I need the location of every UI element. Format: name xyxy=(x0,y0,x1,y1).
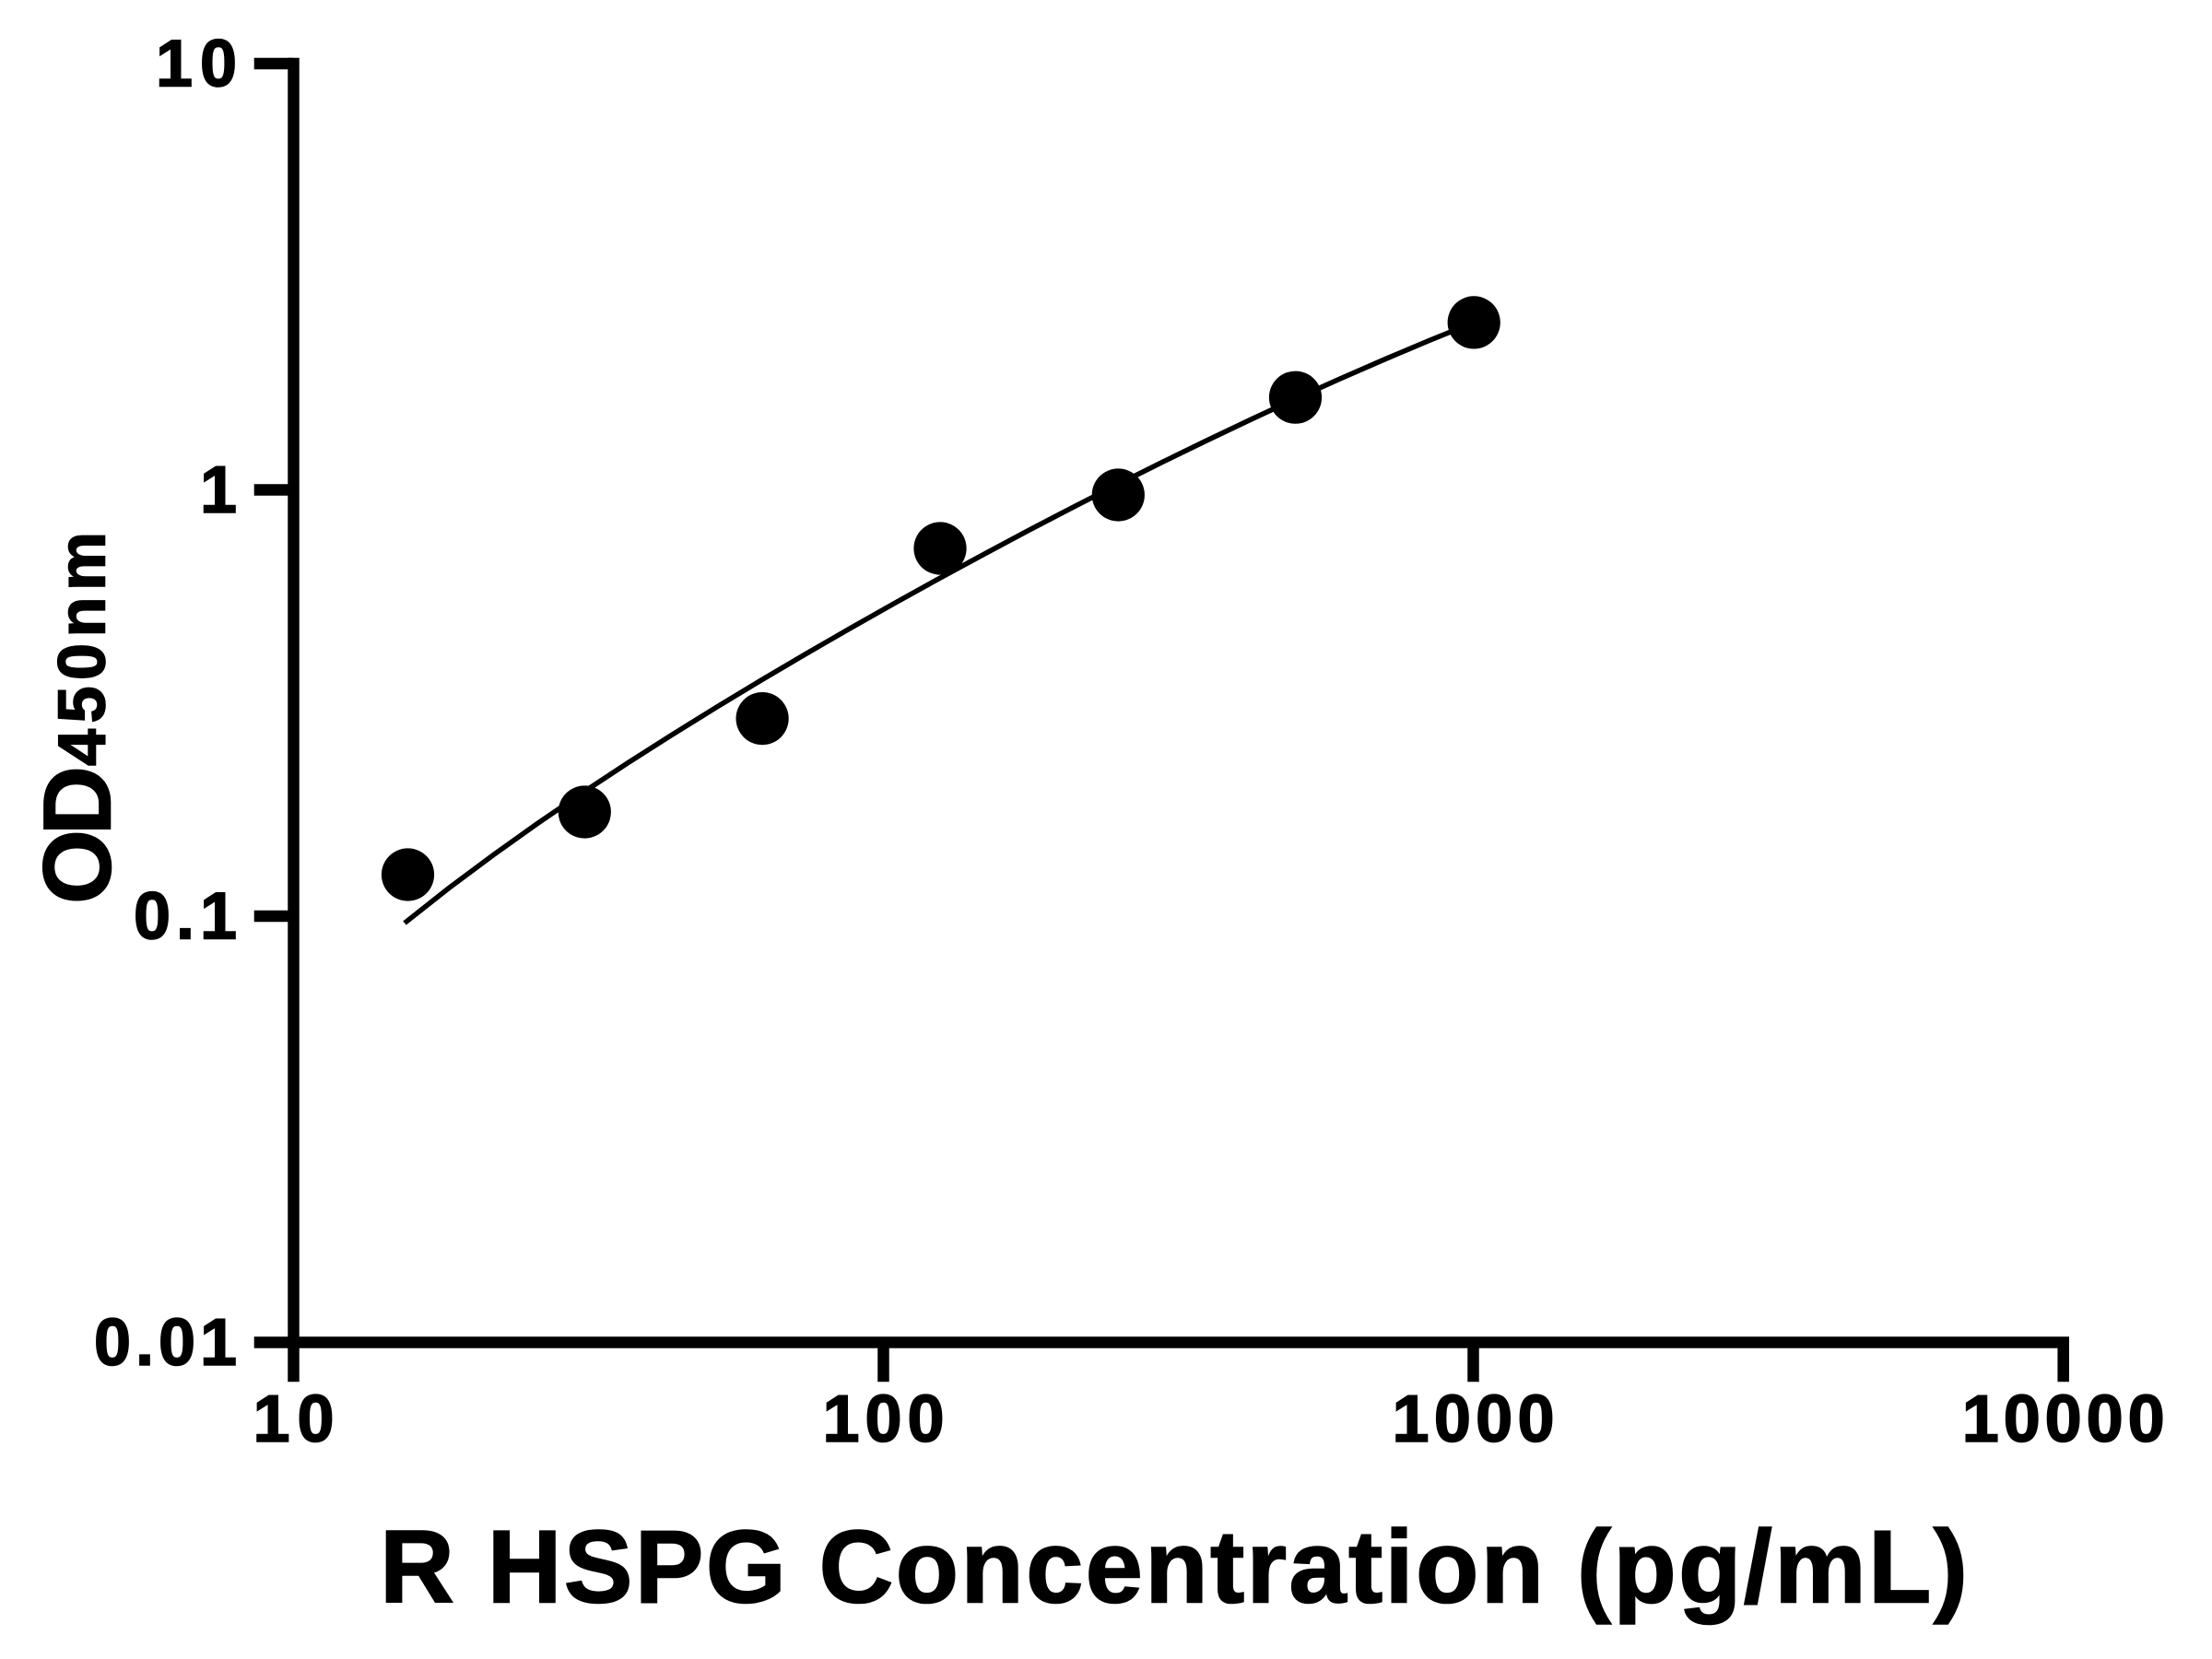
svg-text:1: 1 xyxy=(200,453,237,527)
svg-text:0.1: 0.1 xyxy=(134,880,237,954)
svg-text:10000: 10000 xyxy=(1962,1382,2165,1456)
svg-text:OD: OD xyxy=(25,766,132,904)
svg-text:R HSPG Concentration (pg/mL): R HSPG Concentration (pg/mL) xyxy=(380,1509,1968,1624)
svg-text:0.01: 0.01 xyxy=(94,1306,237,1380)
svg-text:100: 100 xyxy=(823,1382,945,1456)
svg-text:450nm: 450nm xyxy=(46,532,120,766)
